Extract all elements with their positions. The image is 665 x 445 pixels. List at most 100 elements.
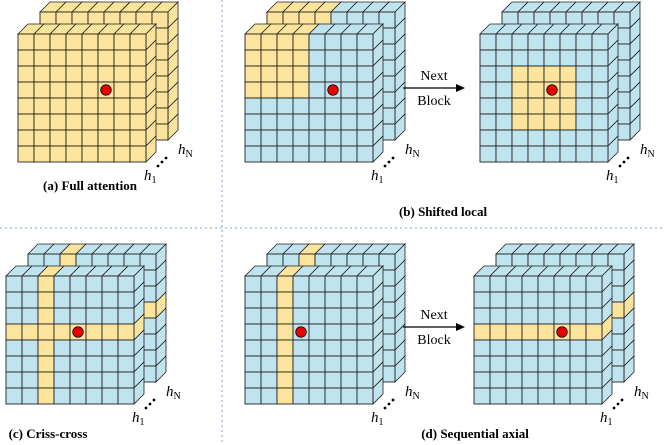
arrow-label-block: Block — [417, 94, 450, 109]
grid-cell — [479, 145, 497, 163]
grid-cell — [527, 97, 545, 115]
grid-cell — [17, 145, 35, 163]
grid-cell — [591, 145, 609, 163]
grid-cell — [49, 129, 67, 147]
grid-cell — [511, 49, 529, 67]
head-label-last: hN — [178, 142, 193, 160]
grid-cell — [324, 97, 342, 115]
grid-cell — [260, 355, 278, 373]
grid-cell — [5, 307, 23, 325]
grid-cell — [97, 65, 115, 83]
grid-cell — [511, 145, 529, 163]
grid-cell — [479, 65, 497, 83]
grid-cell — [276, 97, 294, 115]
grid-cell — [129, 65, 147, 83]
grid-cell — [260, 65, 278, 83]
grid-cell — [276, 33, 294, 51]
grid-cell — [356, 33, 374, 51]
grid-cell — [21, 387, 39, 405]
grid-cell — [276, 339, 294, 357]
grid-cell — [505, 355, 523, 373]
head-label-last: hN — [640, 142, 655, 160]
arrow-label-next: Next — [420, 308, 447, 323]
grid-cell — [21, 307, 39, 325]
grid-cell — [260, 129, 278, 147]
grid-cell — [49, 113, 67, 131]
grid-cell — [340, 307, 358, 325]
grid-cell — [537, 323, 555, 341]
grid-cell — [324, 113, 342, 131]
grid-cell — [292, 387, 310, 405]
grid-cell — [324, 291, 342, 309]
grid-cell — [292, 275, 310, 293]
grid-cell — [49, 33, 67, 51]
grid-cell — [308, 33, 326, 51]
query-point-marker — [556, 326, 568, 338]
grid-cell — [585, 387, 603, 405]
grid-cell — [244, 275, 262, 293]
grid-cell — [244, 339, 262, 357]
grid-cell — [324, 275, 342, 293]
grid-cell — [65, 49, 83, 67]
grid-cell — [511, 129, 529, 147]
ellipsis-dot — [160, 160, 164, 164]
query-point-marker — [295, 326, 307, 338]
ellipsis-dot — [618, 164, 622, 168]
grid-cell — [260, 113, 278, 131]
grid-cell — [292, 129, 310, 147]
grid-cell — [553, 371, 571, 389]
grid-cell — [117, 371, 135, 389]
grid-cell — [505, 275, 523, 293]
grid-cell — [276, 291, 294, 309]
grid-cell — [129, 49, 147, 67]
grid-cell — [101, 371, 119, 389]
grid-cell — [553, 355, 571, 373]
grid-cell — [129, 113, 147, 131]
grid-cell — [33, 49, 51, 67]
grid-cell — [244, 355, 262, 373]
grid-cell — [244, 65, 262, 83]
grid-cell — [575, 81, 593, 99]
grid-cell — [356, 65, 374, 83]
grid-cell — [340, 145, 358, 163]
grid-cell — [559, 129, 577, 147]
grid-cell — [324, 339, 342, 357]
grid-cell — [260, 97, 278, 115]
grid-cell — [69, 307, 87, 325]
query-point-marker — [100, 84, 112, 96]
grid-cell — [324, 49, 342, 67]
grid-cell — [69, 371, 87, 389]
grid-cell — [49, 97, 67, 115]
grid-cell — [292, 291, 310, 309]
grid-cell — [17, 113, 35, 131]
grid-cell — [292, 371, 310, 389]
head-label-last: hN — [405, 384, 420, 402]
grid-cell — [117, 275, 135, 293]
grid-cell — [117, 339, 135, 357]
grid-cell — [101, 275, 119, 293]
grid-cell — [591, 33, 609, 51]
grid-cell — [537, 355, 555, 373]
ellipsis-dot — [383, 406, 387, 410]
grid-cell — [53, 291, 71, 309]
grid-cell — [324, 129, 342, 147]
grid-cell — [292, 307, 310, 325]
feature-map-front — [479, 23, 619, 163]
grid-cell — [113, 97, 131, 115]
grid-cell — [553, 275, 571, 293]
head-label-first: h1 — [371, 168, 384, 186]
grid-cell — [81, 97, 99, 115]
caption-c: (c) Criss-cross — [9, 426, 88, 441]
grid-cell — [324, 145, 342, 163]
ellipsis-dot — [387, 402, 391, 406]
grid-cell — [324, 33, 342, 51]
grid-cell — [356, 275, 374, 293]
arrow-label-block: Block — [417, 333, 450, 348]
grid-cell — [527, 145, 545, 163]
grid-cell — [97, 49, 115, 67]
grid-cell — [308, 355, 326, 373]
grid-cell — [479, 129, 497, 147]
ellipsis-dot — [383, 164, 387, 168]
grid-cell — [559, 81, 577, 99]
ellipsis-dot — [144, 406, 148, 410]
